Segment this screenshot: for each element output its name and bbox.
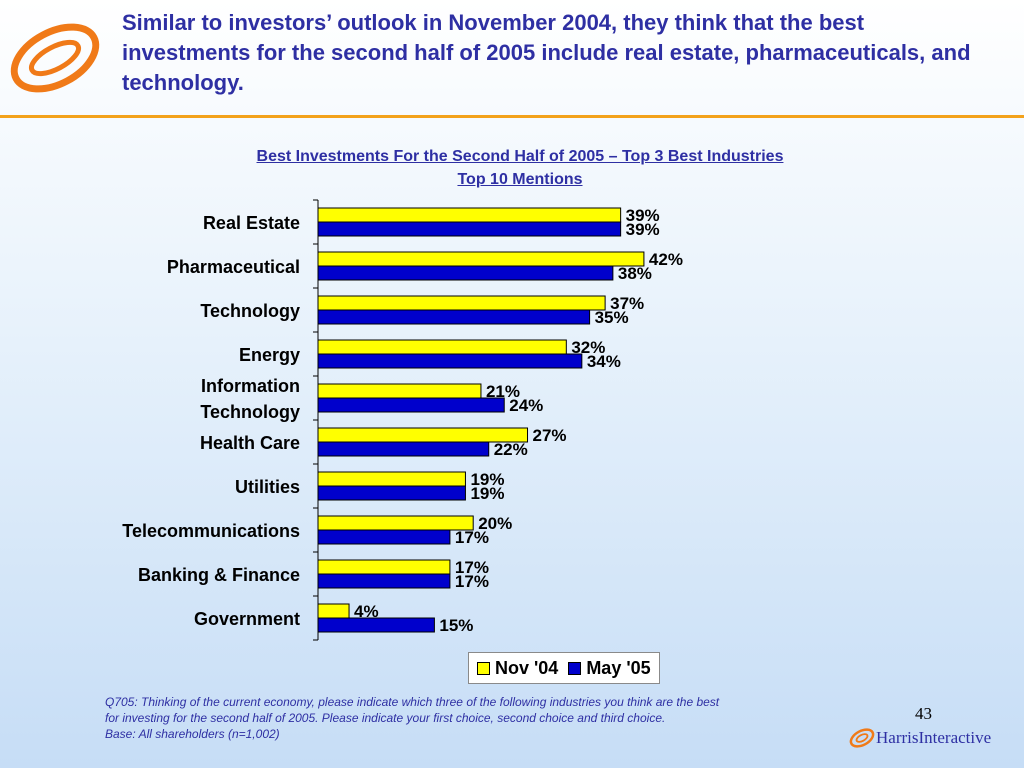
- data-label: 24%: [509, 396, 543, 415]
- category-label: Telecommunications: [122, 521, 300, 541]
- category-label: Technology: [200, 301, 300, 321]
- data-label: 27%: [533, 426, 567, 445]
- data-label: 37%: [610, 294, 644, 313]
- category-label: Energy: [239, 345, 300, 365]
- bar: [317, 471, 466, 487]
- chart-title: Best Investments For the Second Half of …: [256, 148, 784, 165]
- bar: [317, 309, 591, 325]
- bar: [317, 353, 583, 369]
- bar: [317, 559, 451, 575]
- bar: [317, 485, 466, 501]
- bar: [317, 603, 350, 619]
- footnote-line: for investing for the second half of 200…: [105, 711, 666, 725]
- brand-wordmark: HarrisInteractive: [876, 728, 991, 748]
- data-label: 17%: [455, 558, 489, 577]
- footnote-line: Base: All shareholders (n=1,002): [105, 727, 280, 741]
- bar: [317, 397, 505, 413]
- data-label: 4%: [354, 602, 379, 621]
- category-label: Government: [194, 609, 300, 629]
- harris-interactive-brand: HarrisInteractive: [848, 724, 1008, 752]
- legend-swatch-nov04: [477, 661, 490, 675]
- harris-logo-icon: [10, 23, 100, 93]
- data-label: 32%: [571, 338, 605, 357]
- chart-title-block: Best Investments For the Second Half of …: [120, 145, 920, 191]
- legend-item-may05: May '05: [568, 657, 651, 679]
- bar: [317, 207, 622, 223]
- legend-swatch-may05: [568, 661, 582, 675]
- data-label: 15%: [439, 616, 473, 635]
- bar: [317, 617, 435, 633]
- chart-legend: Nov '04 May '05: [468, 652, 660, 684]
- category-label: Information Technology: [200, 376, 300, 422]
- bar-chart: Real Estate 39%39% Pharmaceutical 42%38% Tec…: [122, 199, 683, 641]
- brand-suffix: Interactive: [918, 728, 992, 747]
- bar: [317, 573, 451, 589]
- category-label: Banking & Finance: [138, 565, 300, 585]
- page-number: 43: [915, 704, 932, 723]
- data-label: 35%: [595, 308, 629, 327]
- legend-label-may05: May '05: [586, 657, 651, 678]
- data-label: 20%: [478, 514, 512, 533]
- bar: [317, 441, 490, 457]
- category-label: Real Estate: [203, 213, 300, 233]
- data-label: 39%: [626, 220, 660, 239]
- data-label: 17%: [455, 572, 489, 591]
- data-label: 22%: [494, 440, 528, 459]
- bar: [317, 339, 567, 355]
- brand-name: Harris: [876, 728, 919, 747]
- data-label: 17%: [455, 528, 489, 547]
- category-label: Health Care: [200, 433, 300, 453]
- data-label: 38%: [618, 264, 652, 283]
- bar: [317, 221, 622, 237]
- data-label: 39%: [626, 206, 660, 225]
- survey-footnote: Q705: Thinking of the current economy, p…: [105, 694, 845, 742]
- harris-brand-icon: [849, 728, 875, 748]
- bar: [317, 265, 614, 281]
- data-label: 42%: [649, 250, 683, 269]
- data-label: 19%: [470, 470, 504, 489]
- header-divider: [0, 115, 1024, 118]
- data-label: 19%: [470, 484, 504, 503]
- legend-item-nov04: Nov '04: [477, 658, 558, 679]
- bar: [317, 529, 451, 545]
- data-label: 21%: [486, 382, 520, 401]
- bar: [317, 383, 482, 399]
- bar: [317, 295, 606, 311]
- category-label: Pharmaceutical: [167, 257, 300, 277]
- chart-subtitle: Top 10 Mentions: [457, 171, 583, 188]
- bar: [317, 515, 474, 531]
- category-label: Utilities: [235, 477, 300, 497]
- data-label: 34%: [587, 352, 621, 371]
- footnote-line: Q705: Thinking of the current economy, p…: [105, 695, 720, 709]
- legend-label-nov04: Nov '04: [495, 657, 559, 678]
- slide-headline: Similar to investors’ outlook in Novembe…: [122, 10, 971, 95]
- bar: [317, 251, 645, 267]
